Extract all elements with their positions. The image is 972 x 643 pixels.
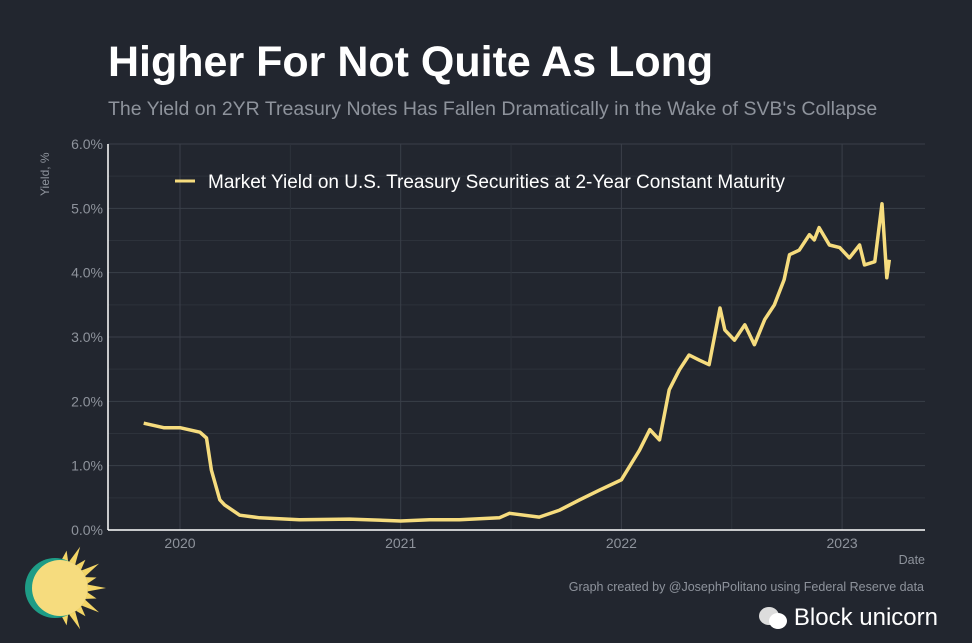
- legend: Market Yield on U.S. Treasury Securities…: [175, 172, 785, 193]
- x-axis-label: Date: [898, 553, 925, 567]
- sun-ray: [81, 599, 100, 613]
- chart-subtitle: The Yield on 2YR Treasury Notes Has Fall…: [108, 98, 878, 120]
- sun-ray: [61, 550, 69, 562]
- legend-label: Market Yield on U.S. Treasury Securities…: [208, 172, 785, 193]
- y-tick-label: 1.0%: [71, 458, 103, 474]
- y-tick-label: 3.0%: [71, 329, 103, 345]
- x-tick-label: 2021: [385, 535, 416, 551]
- y-tick-label: 6.0%: [71, 136, 103, 152]
- y-tick-label: 5.0%: [71, 200, 103, 216]
- watermark-text: Block unicorn: [793, 604, 938, 631]
- sun-ray: [85, 592, 97, 599]
- sun-ray: [81, 563, 100, 577]
- sun-ray: [85, 577, 97, 584]
- sun-ray: [69, 546, 81, 565]
- y-tick-label: 4.0%: [71, 265, 103, 281]
- sun-logo-icon: [25, 546, 106, 630]
- chat-bubbles-icon: [758, 607, 787, 629]
- chart-title: Higher For Not Quite As Long: [108, 38, 714, 86]
- x-tick-label: 2020: [164, 535, 195, 551]
- source-caption: Graph created by @JosephPolitano using F…: [568, 580, 924, 594]
- watermark: Block unicorn: [758, 604, 938, 632]
- sun-ray: [69, 611, 81, 630]
- series-line: [143, 202, 892, 523]
- x-tick-label: 2023: [827, 535, 858, 551]
- x-tick-label: 2022: [606, 535, 637, 551]
- sun-ray: [61, 614, 69, 626]
- y-tick-label: 0.0%: [71, 522, 103, 538]
- y-tick-label: 2.0%: [71, 393, 103, 409]
- sun-ray: [87, 584, 106, 592]
